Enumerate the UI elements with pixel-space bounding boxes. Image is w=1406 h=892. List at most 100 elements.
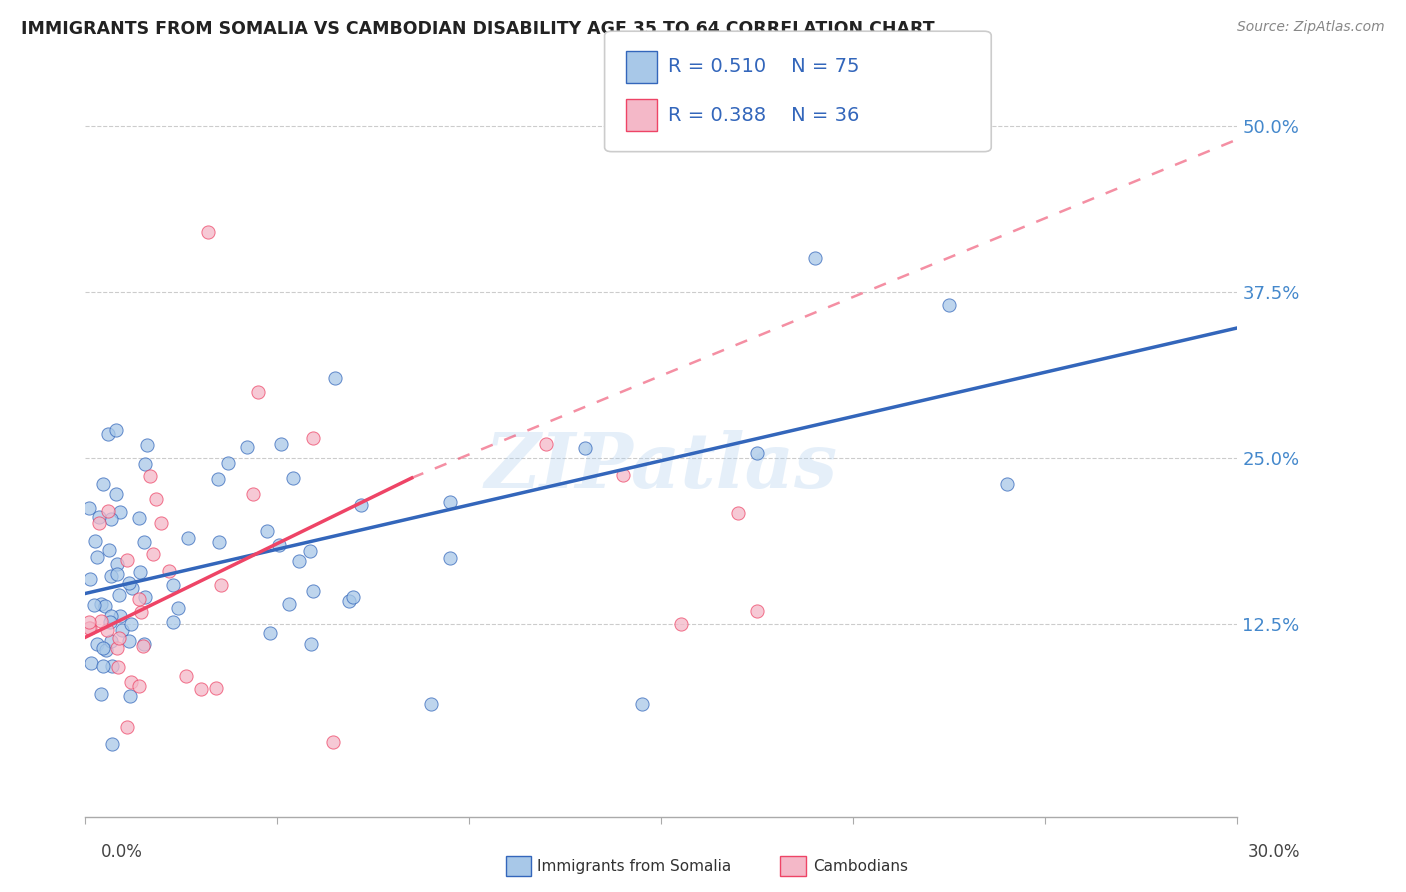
Point	[217, 456, 239, 470]
Point	[162, 615, 184, 629]
Point	[118, 633, 141, 648]
Point	[136, 437, 159, 451]
Text: ZIPatlas: ZIPatlas	[485, 430, 838, 504]
Point	[129, 606, 152, 620]
Point	[93, 599, 115, 614]
Point	[149, 516, 172, 530]
Point	[110, 609, 132, 624]
Point	[90, 614, 112, 628]
Point	[204, 681, 226, 695]
Point	[302, 431, 325, 445]
Point	[534, 437, 557, 451]
Point	[299, 638, 322, 652]
Point	[139, 469, 162, 483]
Point	[142, 548, 165, 562]
Point	[207, 473, 229, 487]
Point	[97, 427, 120, 442]
Point	[162, 578, 184, 592]
Point	[157, 564, 180, 578]
Point	[120, 690, 142, 704]
Point	[87, 510, 110, 524]
Point	[100, 633, 122, 648]
Point	[105, 557, 128, 571]
Point	[132, 637, 155, 651]
Text: Source: ZipAtlas.com: Source: ZipAtlas.com	[1237, 20, 1385, 34]
Point	[128, 680, 150, 694]
Point	[107, 566, 129, 581]
Point	[669, 617, 692, 632]
Point	[80, 657, 103, 671]
Point	[77, 500, 100, 515]
Point	[612, 468, 634, 483]
Text: R = 0.388    N = 36: R = 0.388 N = 36	[668, 105, 859, 125]
Point	[298, 544, 321, 558]
Point	[108, 589, 131, 603]
Point	[302, 584, 325, 599]
Point	[283, 470, 305, 484]
Point	[79, 572, 101, 586]
Point	[256, 524, 278, 538]
Point	[121, 581, 143, 595]
Point	[631, 697, 654, 711]
Point	[91, 641, 114, 656]
Text: Cambodians: Cambodians	[813, 859, 908, 873]
Point	[94, 642, 117, 657]
Point	[100, 569, 122, 583]
Point	[938, 298, 960, 312]
Point	[86, 550, 108, 565]
Point	[134, 535, 156, 549]
Point	[197, 225, 219, 239]
Text: 30.0%: 30.0%	[1249, 843, 1301, 861]
Point	[134, 457, 156, 471]
Point	[337, 594, 360, 608]
Point	[419, 697, 441, 711]
Text: R = 0.510    N = 75: R = 0.510 N = 75	[668, 57, 859, 77]
Point	[270, 437, 292, 451]
Point	[322, 735, 344, 749]
Point	[111, 623, 134, 637]
Point	[727, 507, 749, 521]
Point	[86, 637, 108, 651]
Text: 0.0%: 0.0%	[101, 843, 143, 861]
Point	[342, 590, 364, 604]
Point	[96, 623, 118, 637]
Point	[105, 641, 128, 656]
Point	[90, 597, 112, 611]
Point	[107, 659, 129, 673]
Point	[83, 533, 105, 548]
Point	[131, 639, 153, 653]
Point	[247, 384, 270, 399]
Point	[134, 590, 156, 604]
Point	[89, 516, 111, 530]
Point	[104, 487, 127, 501]
Point	[100, 512, 122, 526]
Point	[350, 499, 373, 513]
Point	[259, 626, 281, 640]
Point	[100, 608, 122, 623]
Text: Immigrants from Somalia: Immigrants from Somalia	[537, 859, 731, 873]
Point	[77, 622, 100, 636]
Point	[804, 251, 827, 265]
Point	[145, 491, 167, 506]
Point	[747, 604, 769, 618]
Point	[190, 681, 212, 696]
Point	[118, 576, 141, 591]
Point	[91, 659, 114, 673]
Point	[117, 553, 139, 567]
Point	[83, 598, 105, 612]
Point	[128, 511, 150, 525]
Point	[995, 477, 1018, 491]
Point	[211, 578, 233, 592]
Point	[120, 675, 142, 690]
Point	[128, 591, 150, 606]
Point	[117, 720, 139, 734]
Text: IMMIGRANTS FROM SOMALIA VS CAMBODIAN DISABILITY AGE 35 TO 64 CORRELATION CHART: IMMIGRANTS FROM SOMALIA VS CAMBODIAN DIS…	[21, 20, 935, 37]
Point	[278, 597, 301, 611]
Point	[167, 601, 190, 615]
Point	[288, 554, 311, 568]
Point	[77, 615, 100, 630]
Point	[323, 371, 346, 385]
Point	[208, 535, 231, 549]
Point	[110, 504, 132, 518]
Point	[236, 440, 259, 454]
